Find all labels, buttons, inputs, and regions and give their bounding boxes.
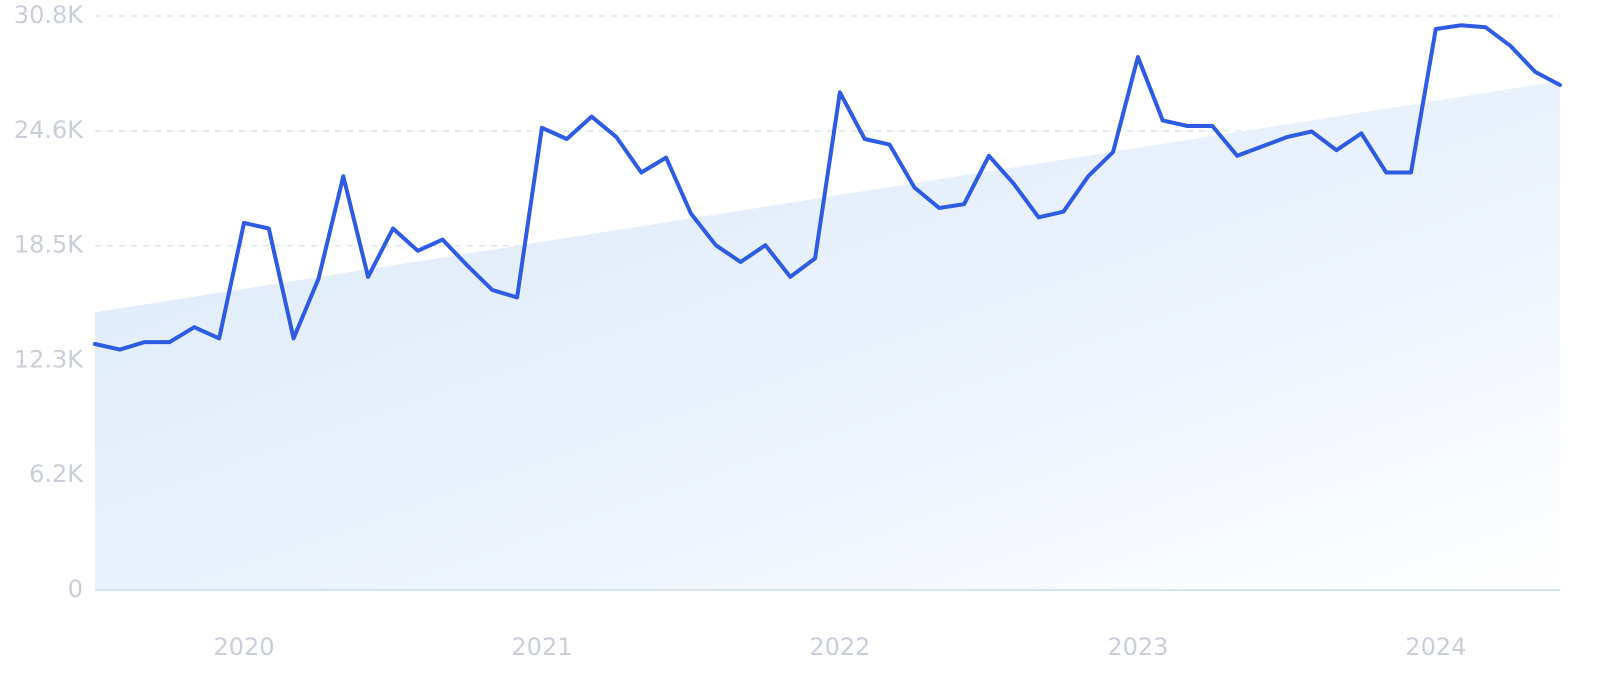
y-tick-label: 24.6K [14,116,84,144]
trend-area-fill [95,81,1560,591]
y-tick-label: 30.8K [14,1,84,29]
x-tick-label: 2024 [1405,633,1466,661]
x-tick-label: 2020 [213,633,274,661]
series-lines [93,23,1562,352]
series-line-0 [93,23,1562,352]
x-tick-label: 2022 [809,633,870,661]
trend-area [95,81,1560,591]
x-axis-ticks: 2020 2021 2022 2023 2024 [213,633,1466,661]
y-tick-label: 6.2K [29,460,84,488]
y-tick-label: 18.5K [14,231,84,259]
x-tick-label: 2023 [1107,633,1168,661]
x-tick-label: 2021 [511,633,572,661]
y-tick-label: 12.3K [14,345,84,373]
y-axis-ticks: 0 6.2K 12.3K 18.5K 24.6K 30.8K [14,1,84,603]
y-tick-label: 0 [68,575,83,603]
